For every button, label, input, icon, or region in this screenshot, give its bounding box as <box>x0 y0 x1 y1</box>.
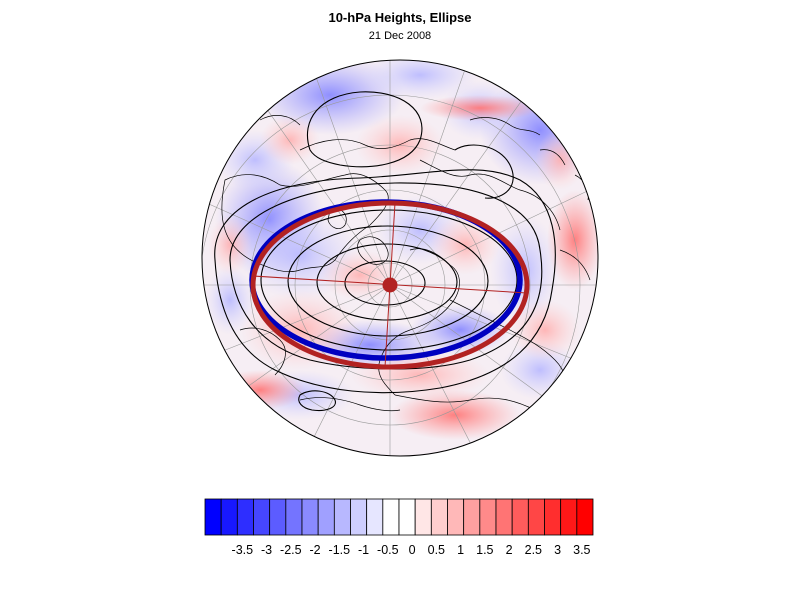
colorbar-swatch <box>527 498 545 536</box>
colorbar-swatch <box>398 498 416 536</box>
colorbar-swatch <box>463 498 481 536</box>
colorbar-swatch <box>479 498 497 536</box>
colorbar-swatch <box>447 498 465 536</box>
colorbar-swatch <box>560 498 578 536</box>
colorbar-swatch <box>204 498 222 536</box>
colorbar-tick-label: 0 <box>408 543 416 557</box>
map-title: 10-hPa Heights, Ellipse <box>328 10 472 25</box>
colorbar-swatch <box>576 498 594 536</box>
colorbar-swatch <box>333 498 351 536</box>
colorbar-tick-label: 1 <box>457 543 465 557</box>
colorbar-swatch <box>366 498 384 536</box>
colorbar-tick-label: -3 <box>261 543 273 557</box>
globe-outline <box>201 59 599 457</box>
colorbar-tick-label: -0.5 <box>377 543 399 557</box>
fitted-ellipse <box>250 200 530 370</box>
colorbar-tick-label: -2 <box>309 543 321 557</box>
colorbar-swatch <box>301 498 319 536</box>
colorbar-swatch <box>269 498 287 536</box>
colorbar-tick-label: -2.5 <box>280 543 302 557</box>
colorbar-swatch <box>285 498 303 536</box>
colorbar-swatch <box>544 498 562 536</box>
colorbar-swatch <box>253 498 271 536</box>
colorbar-swatch <box>430 498 448 536</box>
centroid-marker <box>382 277 398 293</box>
colorbar-labels: -3.5 -3 -2.5 -2 -1.5 -1 -0.5 0 0.5 1 1.5 2 2.5 3 3.5 <box>205 543 593 561</box>
colorbar-swatch <box>317 498 335 536</box>
colorbar-tick-label: 2.5 <box>524 543 543 557</box>
colorbar-tick-label: 1.5 <box>476 543 494 557</box>
colorbar-swatch <box>414 498 432 536</box>
colorbar-tick-label: -1.5 <box>328 543 351 557</box>
colorbar-swatch <box>236 498 254 536</box>
colorbar-tick-label: 0.5 <box>427 543 446 557</box>
colorbar-tick-label: 2 <box>505 543 513 557</box>
colorbar-swatch <box>350 498 368 536</box>
colorbar-swatch <box>220 498 238 536</box>
colorbar-tick-label: -1 <box>358 543 370 557</box>
colorbar-swatch <box>382 498 400 536</box>
map-date: 21 Dec 2008 <box>368 30 432 42</box>
colorbar-swatch <box>495 498 513 536</box>
colorbar <box>204 498 594 536</box>
colorbar-tick-label: -3.5 <box>231 543 254 557</box>
colorbar-tick-label: 3 <box>554 543 562 557</box>
colorbar-tick-label: 3.5 <box>573 543 591 557</box>
height-contours <box>214 91 556 412</box>
colorbar-swatch <box>511 498 529 536</box>
